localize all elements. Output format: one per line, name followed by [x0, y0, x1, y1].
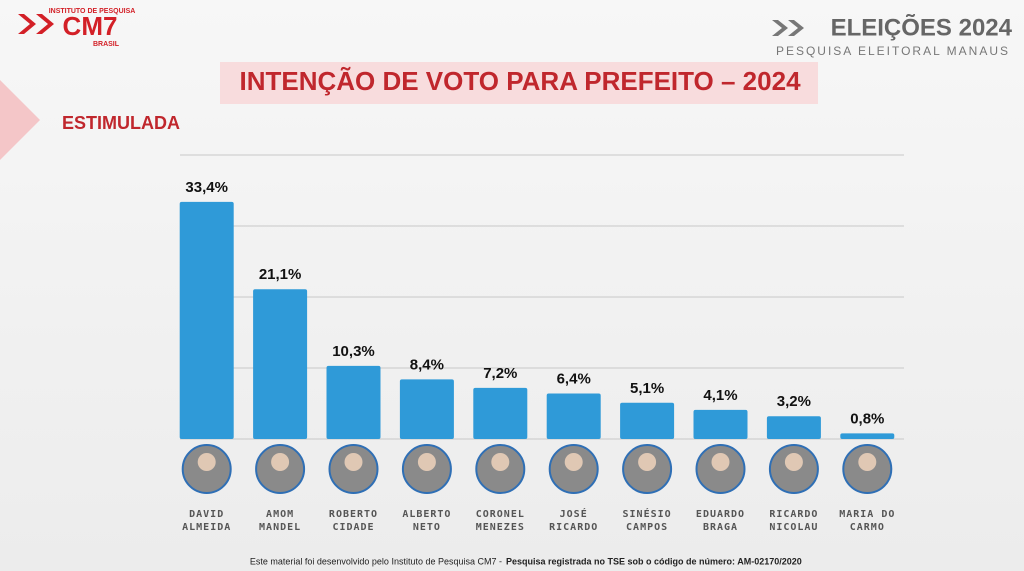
bar [473, 387, 528, 439]
value-label: 21,1% [259, 266, 302, 283]
x-tick-label: ALBERTO NETO [402, 509, 452, 533]
value-label: 0,8% [850, 410, 884, 427]
header-title: ELEIÇÕES 2024 [831, 13, 1013, 41]
title-band [220, 62, 818, 104]
value-label: 4,1% [703, 387, 737, 404]
photo-head [638, 453, 657, 471]
value-label: 3,2% [777, 393, 811, 410]
x-tick-label: EDUARDO BRAGA [695, 509, 746, 533]
x-tick-label: DAVID ALMEIDA [182, 509, 232, 533]
photo-head [197, 453, 216, 471]
x-tick-label: ROBERTO CIDADE [328, 509, 379, 533]
photo-head [491, 453, 510, 471]
bar [693, 409, 748, 439]
photo-head [417, 453, 436, 471]
logo-chevron [36, 14, 54, 34]
bar [620, 402, 675, 439]
value-label: 10,3% [332, 343, 375, 360]
photo-head [271, 453, 290, 471]
decoration [0, 80, 40, 160]
logo-top: INSTITUTO DE PESQUISA [49, 8, 136, 15]
x-tick-label: SINÉSIO CAMPOS [622, 509, 672, 533]
bar [399, 379, 454, 439]
photo-head [344, 453, 363, 471]
photo-head [784, 453, 803, 471]
logo-name: CM7 [63, 11, 118, 41]
photo-head [711, 453, 730, 471]
photo-head [858, 453, 877, 471]
photo-head [564, 453, 583, 471]
x-tick-label: JOSÉ RICARDO [549, 509, 599, 533]
chart-subtitle: ESTIMULADA [62, 113, 180, 133]
bar [840, 433, 895, 439]
header-chevron [772, 20, 788, 36]
footer-text: Este material foi desenvolvido pelo Inst… [250, 556, 502, 566]
bar [766, 416, 821, 439]
x-tick-label: MARIA DO CARMO [839, 509, 896, 533]
value-label: 7,2% [483, 365, 517, 382]
x-tick-label: RICARDO NICOLAU [769, 509, 819, 533]
header-chevron [788, 20, 804, 36]
value-label: 6,4% [557, 371, 591, 388]
value-label: 33,4% [185, 179, 228, 196]
x-tick-label: AMOM MANDEL [259, 509, 302, 533]
logo-bottom: BRASIL [93, 41, 120, 48]
header-subtitle: PESQUISA ELEITORAL MANAUS [776, 44, 1010, 58]
chart-title: INTENÇÃO DE VOTO PARA PREFEITO – 2024 [239, 66, 801, 96]
x-tick-label: CORONEL MENEZES [475, 509, 525, 533]
footer-bold: Pesquisa registrada no TSE sob o código … [506, 556, 802, 566]
logo-chevron [18, 14, 36, 34]
value-label: 8,4% [410, 356, 444, 373]
bar [546, 393, 601, 439]
bar [179, 201, 234, 439]
value-label: 5,1% [630, 380, 664, 397]
bar [253, 289, 308, 439]
bar [326, 365, 381, 439]
